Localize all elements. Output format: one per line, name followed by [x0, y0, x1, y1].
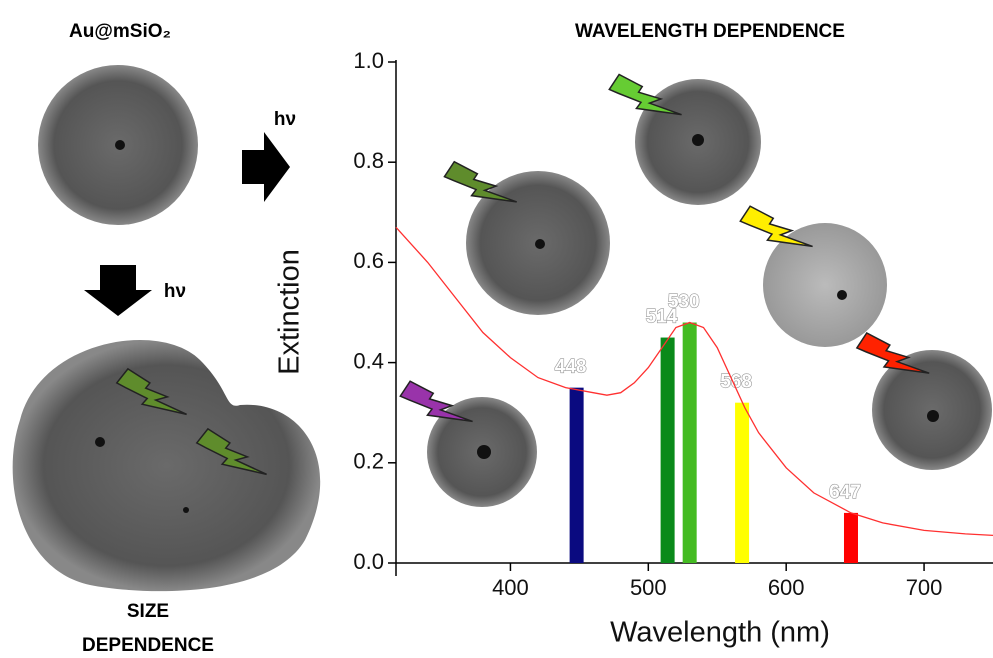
y-tick-label: 0.2 [353, 449, 384, 474]
bar [735, 402, 750, 563]
particle [763, 223, 887, 347]
y-axis-label: Extinction [274, 249, 306, 375]
bar-label: 647 [829, 482, 861, 503]
particle [872, 350, 992, 470]
bar [682, 322, 697, 563]
y-tick-label: 0.6 [353, 248, 384, 273]
bar [660, 337, 675, 563]
bar-label: 514 [646, 307, 678, 328]
extinction-curve [395, 226, 993, 537]
core [115, 140, 125, 150]
x-axis-label: Wavelength (nm) [610, 617, 830, 649]
y-tick-label: 0.0 [353, 549, 384, 574]
size-label: DEPENDENCE [82, 635, 214, 656]
x-tick-label: 500 [630, 575, 667, 600]
arrow-right [242, 132, 290, 202]
core [183, 507, 189, 513]
hv-label: hν [164, 281, 186, 302]
hv-label: hν [274, 109, 296, 130]
size-label: SIZE [127, 601, 169, 622]
x-tick-label: 700 [906, 575, 943, 600]
core [477, 445, 491, 459]
core [535, 239, 545, 249]
y-tick-label: 0.8 [353, 148, 384, 173]
x-tick-label: 600 [768, 575, 805, 600]
y-tick-label: 0.4 [353, 348, 384, 373]
fused-particles [12, 340, 321, 592]
bar [843, 512, 858, 563]
core [95, 437, 105, 447]
bar-label: 448 [555, 357, 587, 378]
chart-title: WAVELENGTH DEPENDENCE [575, 21, 845, 42]
bar [569, 387, 584, 563]
core [692, 134, 704, 146]
bar-label: 568 [720, 372, 752, 393]
core [927, 410, 939, 422]
x-tick-label: 400 [492, 575, 529, 600]
core [837, 290, 847, 300]
bar-label: 530 [668, 292, 700, 313]
sample-label: Au@mSiO₂ [69, 21, 171, 42]
y-tick-label: 1.0 [353, 48, 384, 73]
arrow-down [84, 265, 152, 316]
